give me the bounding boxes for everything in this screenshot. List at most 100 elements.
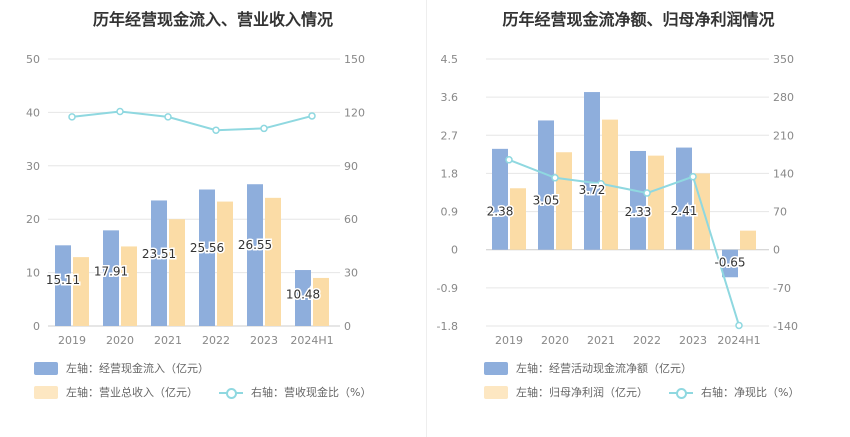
category-label: 2019: [58, 334, 86, 347]
line-series: [71, 110, 313, 132]
bar-series-2: [73, 257, 89, 326]
left-axis-tick: -1.8: [437, 320, 458, 333]
data-label: 10.48: [286, 288, 320, 302]
bar-series-1: [151, 200, 167, 326]
right-axis-tick: 30: [344, 267, 358, 280]
bar-series-1: [722, 249, 738, 278]
line-point: [116, 107, 124, 116]
bar-series-2: [121, 246, 137, 326]
chart-1-legend-line[interactable]: 右轴：营收现金比（%）: [219, 384, 371, 400]
legend-label: 右轴：净现比（%）: [701, 386, 800, 399]
left-axis-tick: 3.6: [441, 91, 459, 104]
legend-label: 右轴：营收现金比（%）: [251, 386, 372, 399]
line-point: [68, 113, 76, 121]
legend-label: 左轴：营业总收入（亿元）: [66, 386, 198, 399]
data-label: -0.65: [714, 256, 745, 270]
category-label: 2019: [495, 334, 523, 347]
panel-divider: [426, 0, 427, 437]
bar-series-1: [247, 184, 263, 326]
legend-label: 左轴：归母净利润（亿元）: [516, 386, 648, 399]
chart-1-title: 历年经营现金流入、营业收入情况: [92, 10, 333, 29]
data-label: 2.41: [671, 204, 698, 218]
line-point: [643, 189, 651, 197]
right-axis-tick: 210: [773, 129, 794, 142]
data-label: 26.55: [238, 238, 272, 252]
data-label: 15.11: [46, 273, 80, 287]
legend-swatch-line: [219, 386, 243, 399]
left-axis-tick: 0: [33, 320, 40, 333]
bar-series-1: [492, 148, 508, 250]
bar-series-1: [199, 189, 215, 326]
line-point: [212, 126, 220, 134]
category-label: 2021: [587, 334, 615, 347]
bar-series-2: [740, 230, 756, 250]
right-axis-tick: 280: [773, 91, 794, 104]
right-axis-tick: 70: [773, 206, 787, 219]
left-axis-tick: 4.5: [441, 53, 459, 66]
chart-2-legend-bar-1[interactable]: 左轴：经营活动现金流净额（亿元）: [484, 360, 692, 376]
legend-label: 左轴：经营现金流入（亿元）: [66, 362, 209, 375]
right-axis-tick: 140: [773, 167, 794, 180]
legend-swatch-orange: [34, 385, 58, 399]
line-point: [551, 174, 559, 182]
chart-2-legend-line[interactable]: 右轴：净现比（%）: [669, 384, 799, 400]
left-axis-tick: -0.9: [437, 282, 458, 295]
category-label: 2021: [154, 334, 182, 347]
category-label: 2023: [250, 334, 278, 347]
right-axis-tick: 0: [344, 320, 351, 333]
right-axis-tick: 120: [344, 106, 365, 119]
bar-series-1: [55, 245, 71, 326]
bar-series-2: [169, 219, 185, 326]
left-axis-tick: 0.9: [441, 206, 459, 219]
data-label: 2.38: [487, 204, 514, 218]
right-axis-tick: -70: [773, 282, 791, 295]
bar-series-1: [538, 120, 554, 250]
left-axis-tick: 0: [451, 244, 458, 257]
chart-2-title: 历年经营现金流净额、归母净利润情况: [502, 10, 775, 29]
legend-swatch-orange: [484, 385, 508, 399]
left-axis-tick: 10: [26, 267, 40, 280]
left-axis-tick: 50: [26, 53, 40, 66]
left-axis-tick: 30: [26, 160, 40, 173]
line-series: [508, 158, 740, 326]
line-point: [260, 124, 268, 133]
left-axis-tick: 1.8: [441, 167, 459, 180]
data-label: 17.91: [94, 265, 128, 279]
left-axis-tick: 20: [26, 213, 40, 226]
bar-series-2: [556, 152, 572, 250]
data-label: 3.72: [579, 183, 606, 197]
left-axis-tick: 40: [26, 106, 40, 119]
bar-series-2: [217, 201, 233, 326]
right-axis-tick: 90: [344, 160, 358, 173]
bar-series-1: [676, 147, 692, 250]
category-label: 2020: [541, 334, 569, 347]
bar-series-2: [648, 155, 664, 250]
chart-1-legend-bar-2[interactable]: 左轴：营业总收入（亿元）: [34, 384, 198, 400]
left-axis-tick: 2.7: [441, 129, 459, 142]
line-point: [308, 112, 316, 120]
chart-1-legend-bar-1[interactable]: 左轴：经营现金流入（亿元）: [34, 360, 209, 376]
right-axis-tick: -140: [773, 320, 798, 333]
bar-series-1: [295, 270, 311, 326]
line-point: [735, 321, 743, 330]
legend-swatch-blue: [484, 361, 508, 375]
data-label: 2.33: [625, 205, 652, 219]
line-point: [597, 180, 605, 188]
chart-1-plot: 0 10 20 30 40 50 0 30 60 90 120 150 2019 2020 2021 2022…: [26, 53, 365, 347]
right-axis-tick: 150: [344, 53, 365, 66]
bar-series-1: [584, 92, 600, 250]
legend-swatch-blue: [34, 361, 58, 375]
chart-2-legend-bar-2[interactable]: 左轴：归母净利润（亿元）: [484, 384, 648, 400]
bar-series-1: [630, 150, 646, 250]
data-label: 25.56: [190, 241, 224, 255]
line-point: [505, 156, 513, 164]
line-point: [689, 172, 697, 181]
bar-series-2: [313, 277, 329, 326]
bar-series-2: [510, 188, 526, 250]
category-label: 2020: [106, 334, 134, 347]
right-axis-tick: 0: [773, 244, 780, 257]
category-label: 2024H1: [717, 334, 760, 347]
category-label: 2022: [633, 334, 661, 347]
bar-series-1: [103, 230, 119, 326]
